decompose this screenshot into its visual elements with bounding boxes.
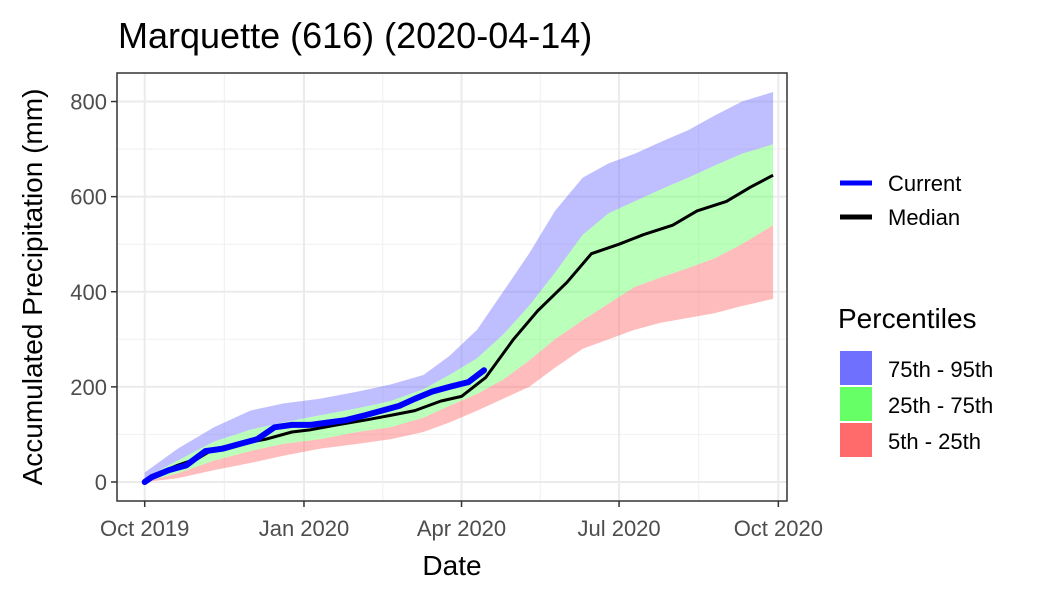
legend-swatch-p75_95: [840, 351, 872, 385]
y-tick-label: 0: [95, 470, 107, 495]
x-tick-label: Oct 2019: [100, 516, 189, 541]
legend-swatch-p5_25: [840, 423, 872, 457]
legend-label-current: Current: [888, 171, 961, 196]
axes: 0 200 400 600 800 Oct 2019 Jan 2020 Apr 2020 Jul…: [70, 90, 823, 541]
x-tick-label: Jan 2020: [259, 516, 350, 541]
x-tick-label: Oct 2020: [734, 516, 823, 541]
x-tick-label: Jul 2020: [577, 516, 660, 541]
x-axis-title: Date: [422, 550, 481, 581]
y-tick-label: 200: [70, 375, 107, 400]
current-line: [141, 367, 487, 485]
chart-title: Marquette (616) (2020-04-14): [118, 15, 592, 56]
legend-label-median: Median: [888, 205, 960, 230]
band-75th-95th: [144, 92, 774, 479]
data-lines: [141, 173, 774, 485]
plot-border: [116, 72, 788, 502]
legend-label-p25_75: 25th - 75th: [888, 393, 993, 418]
legend: Current Median Percentiles 75th - 95th 25th …: [838, 171, 993, 457]
legend-label-p75_95: 75th - 95th: [888, 357, 993, 382]
y-tick-label: 800: [70, 90, 107, 115]
y-tick-label: 600: [70, 185, 107, 210]
plot-panel: [117, 73, 787, 501]
band-25th-75th: [144, 144, 774, 483]
y-tick-label: 400: [70, 280, 107, 305]
x-tick-label: Apr 2020: [417, 516, 506, 541]
y-axis-title: Accumulated Precipitation (mm): [17, 89, 48, 486]
legend-label-p5_25: 5th - 25th: [888, 429, 981, 454]
percentile-bands: [144, 92, 774, 483]
legend-title-percentiles: Percentiles: [838, 303, 977, 334]
legend-swatch-p25_75: [840, 387, 872, 421]
